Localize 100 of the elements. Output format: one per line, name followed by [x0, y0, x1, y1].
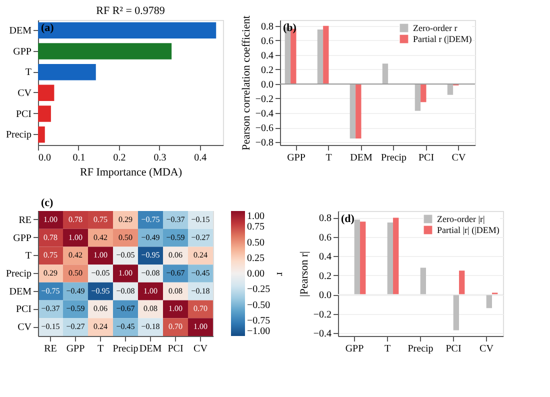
x-tick-label: Precip [112, 344, 138, 354]
x-tick-label: 0.0 [38, 152, 51, 164]
y-tick-label: CV [18, 322, 32, 334]
y-tick-label: 0.4 [319, 252, 332, 263]
x-axis-title: RF Importance (MDA) [80, 166, 182, 178]
data-label: −0.59 [66, 304, 85, 314]
y-tick-label: −0.4 [313, 328, 332, 340]
bar [350, 84, 356, 138]
bar [453, 294, 460, 330]
y-tick-label: CV [18, 88, 32, 99]
data-label: −0.59 [166, 232, 185, 242]
y-tick-label: −0.2 [255, 94, 274, 105]
y-tick-label: 0.6 [261, 36, 274, 47]
data-label: 1.00 [144, 286, 158, 296]
y-tick-label: 0.8 [319, 213, 332, 224]
color-bar-label: 0.25 [247, 252, 264, 264]
x-tick-label: Precip [408, 344, 434, 354]
y-tick-label: GPP [13, 232, 32, 244]
legend-label: Zero-order r [413, 23, 458, 33]
data-label: 0.29 [44, 268, 58, 278]
y-tick-label: −0.8 [255, 138, 274, 149]
bar [420, 268, 426, 295]
data-label: −0.45 [116, 322, 135, 332]
data-label: 1.00 [94, 250, 108, 260]
x-tick-label: 0.2 [113, 152, 126, 164]
bar [459, 270, 465, 295]
y-tick-label: T [25, 250, 32, 262]
annotation: (a) [41, 22, 54, 34]
data-label: −0.08 [141, 268, 160, 278]
x-tick-label: GPP [287, 152, 306, 164]
data-label: −0.75 [141, 214, 160, 224]
data-label: 0.75 [94, 214, 108, 224]
bar [356, 84, 362, 138]
color-bar-label: −0.50 [247, 300, 270, 311]
y-tick-label: Precip [6, 130, 32, 141]
data-label: −0.67 [166, 268, 185, 278]
data-label: 0.78 [68, 214, 82, 224]
color-bar-label: 0.75 [247, 222, 264, 233]
data-label: −0.49 [141, 232, 160, 242]
y-axis-title: Pearson correlation coefficient [240, 16, 252, 150]
y-tick-label: 0.2 [319, 270, 332, 282]
y-axis-title: |Pearson r| [298, 251, 310, 297]
color-bar-label: −0.25 [247, 284, 270, 296]
x-tick-label: 0.1 [72, 152, 86, 164]
x-tick-label: T [384, 344, 391, 354]
x-tick-label: CV [194, 344, 208, 354]
data-label: −0.45 [191, 268, 210, 278]
data-label: −0.67 [116, 304, 135, 314]
data-label: −0.27 [66, 322, 85, 332]
bar [38, 126, 45, 143]
x-tick-label: CV [480, 344, 494, 354]
data-label: 0.50 [68, 268, 82, 278]
y-tick-label: GPP [13, 46, 32, 58]
data-label: 1.00 [118, 268, 132, 278]
y-tick-label: 0.4 [261, 50, 274, 62]
legend-label: Partial r (|DEM) [413, 34, 472, 44]
data-label: 0.24 [94, 322, 108, 332]
color-bar-title: r [274, 272, 286, 276]
y-tick-label: 0.8 [261, 21, 274, 32]
data-label: 0.08 [168, 286, 182, 296]
y-tick-label: PCI [16, 304, 32, 316]
data-label: 0.42 [68, 250, 82, 260]
legend-label: Zero-order |r| [437, 214, 486, 224]
bar [38, 43, 172, 60]
y-tick-label: −0.2 [313, 309, 332, 320]
x-tick-label: 0.4 [194, 152, 207, 164]
color-bar-label: −0.75 [247, 315, 270, 326]
y-tick-label: 0.6 [319, 232, 332, 244]
data-label: 0.70 [194, 304, 208, 314]
y-tick-label: 0.0 [319, 290, 332, 302]
data-label: −0.15 [41, 322, 60, 332]
data-label: 0.06 [168, 250, 182, 260]
data-label: 1.00 [194, 322, 208, 332]
bar [38, 106, 51, 122]
data-label: −0.95 [91, 286, 110, 296]
x-tick-label: RE [44, 344, 57, 354]
annotation: (b) [283, 22, 297, 34]
y-tick-label: DEM [9, 286, 32, 298]
data-label: −0.37 [41, 304, 60, 314]
data-label: −0.18 [191, 286, 210, 296]
data-label: 0.75 [44, 250, 58, 260]
y-tick-label: DEM [9, 25, 32, 36]
data-label: 0.78 [44, 232, 58, 242]
x-tick-label: Precip [380, 152, 407, 164]
bar [323, 26, 329, 84]
data-label: 0.08 [144, 304, 158, 314]
bar [382, 64, 388, 84]
x-tick-label: T [97, 344, 104, 354]
y-tick-label: −0.6 [255, 123, 274, 134]
data-label: −0.95 [141, 250, 160, 260]
y-tick-label: PCI [16, 108, 32, 120]
bar [420, 84, 426, 102]
x-tick-label: 0.3 [154, 152, 166, 164]
color-bar-label: 0.00 [247, 268, 264, 280]
bar [486, 294, 492, 308]
data-label: −0.18 [141, 322, 160, 332]
x-tick-label: GPP [345, 344, 364, 354]
data-label: 0.24 [194, 250, 208, 260]
bar [317, 29, 324, 84]
annotation: (d) [341, 213, 355, 225]
